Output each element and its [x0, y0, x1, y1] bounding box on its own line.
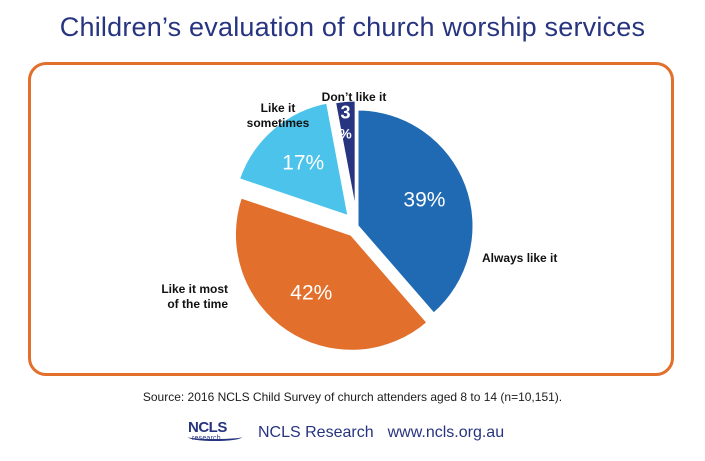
slice-value-label-4: 3%	[339, 102, 352, 141]
chart-title: Children’s evaluation of church worship …	[59, 12, 646, 42]
pie-slice-2	[232, 194, 431, 353]
slice-value-label-3: 17%	[282, 152, 324, 175]
logo-text: NCLS	[188, 419, 227, 436]
chart-frame	[28, 62, 674, 376]
organization-name: NCLS Research	[258, 424, 374, 441]
slice-category-label-2: Like it most of the time	[161, 282, 228, 311]
logo-swoosh-icon	[188, 433, 242, 441]
footer: NCLS research NCLS Research www.ncls.org…	[188, 418, 504, 448]
slice-category-label-3: Like it sometimes	[247, 101, 310, 130]
slice-value-label-2: 42%	[290, 282, 332, 305]
pie-slice-1	[355, 107, 476, 317]
ncls-logo: NCLS research	[188, 419, 244, 447]
source-note: Source: 2016 NCLS Child Survey of church…	[142, 390, 563, 404]
slice-category-label-1: Always like it	[482, 251, 557, 265]
logo-subtext: research	[192, 435, 221, 442]
slice-category-label-4: Don’t like it	[322, 90, 387, 104]
slice-value-label-1: 39%	[403, 188, 445, 211]
website-link[interactable]: www.ncls.org.au	[387, 424, 505, 441]
pie-slice-4	[332, 98, 358, 218]
pie-slice-3	[236, 100, 352, 220]
